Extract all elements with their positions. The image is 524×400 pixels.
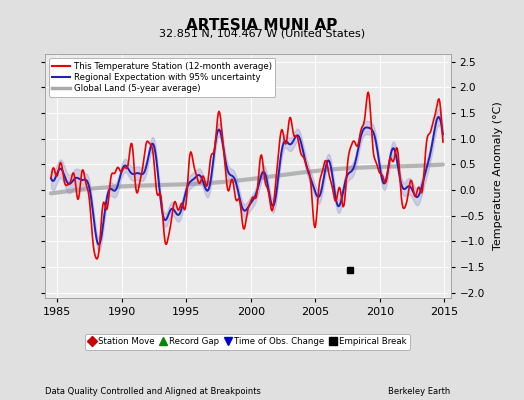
Text: ARTESIA MUNI AP: ARTESIA MUNI AP xyxy=(187,18,337,33)
Text: Data Quality Controlled and Aligned at Breakpoints: Data Quality Controlled and Aligned at B… xyxy=(45,387,260,396)
Text: 32.851 N, 104.467 W (United States): 32.851 N, 104.467 W (United States) xyxy=(159,28,365,38)
Y-axis label: Temperature Anomaly (°C): Temperature Anomaly (°C) xyxy=(494,102,504,250)
Text: Berkeley Earth: Berkeley Earth xyxy=(388,387,451,396)
Legend: Station Move, Record Gap, Time of Obs. Change, Empirical Break: Station Move, Record Gap, Time of Obs. C… xyxy=(85,334,410,350)
